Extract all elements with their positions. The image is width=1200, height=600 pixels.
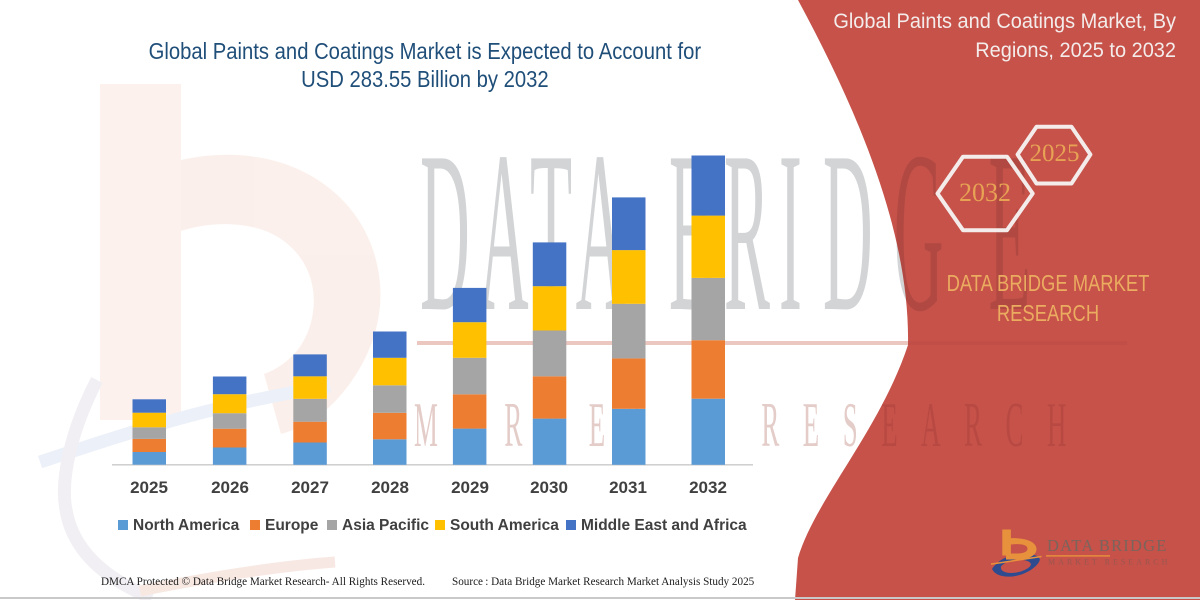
- svg-text:MARKET RESEARCH: MARKET RESEARCH: [1048, 558, 1170, 567]
- svg-text:MARKET RESEARCH: MARKET RESEARCH: [414, 389, 1090, 461]
- svg-text:DATA BRIDGE: DATA BRIDGE: [420, 104, 1040, 359]
- svg-text:DATA BRIDGE: DATA BRIDGE: [1047, 536, 1168, 555]
